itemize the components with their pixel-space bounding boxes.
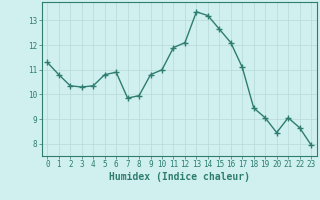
X-axis label: Humidex (Indice chaleur): Humidex (Indice chaleur) (109, 172, 250, 182)
